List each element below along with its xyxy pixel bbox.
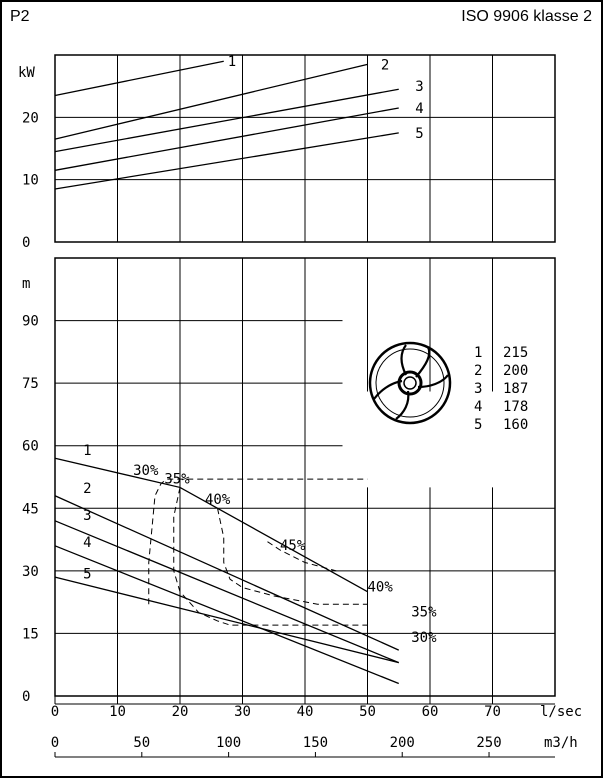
head-curve-label: 5 [83,566,91,582]
power-curve-labels: 1 2 3 4 5 [228,54,424,142]
x-axis-m3h-tick-label: 250 [476,735,501,751]
impeller-legend-value: 178 [503,399,528,415]
header-left: P2 [10,8,30,25]
head-curve-label: 1 [83,443,91,459]
x-axis-m3h-tick-label: 0 [51,735,59,751]
x-axis-lsec-tick-label: 20 [172,704,189,720]
power-curve-label: 4 [415,101,423,117]
head-y-tick-label: 30 [22,564,39,580]
efficiency-label: 40% [368,580,394,596]
head-curve-2 [54,495,400,651]
impeller-legend-value: 160 [503,417,528,433]
efficiency-labels: 30% 35% 40% 45% 40% 35% 30% [133,463,437,646]
head-curve-label: 4 [83,535,91,551]
head-y-tick-label: 15 [22,626,39,642]
head-curve-1 [54,457,368,593]
efficiency-label: 35% [411,605,437,621]
impeller-legend-value: 215 [503,345,528,361]
power-curve-4 [54,107,399,171]
x-axis-lsec-tick-label: 40 [297,704,314,720]
efficiency-label: 30% [133,463,159,479]
x-axis-m3h-label: m3/h [544,735,578,751]
power-curve-label: 1 [228,54,236,70]
head-y-tick-label: 75 [22,376,39,392]
impeller-icon [368,341,452,425]
power-curve-1 [54,60,224,97]
power-series [54,60,399,190]
impeller-legend-id: 2 [474,363,482,379]
x-axis-lsec-tick-label: 60 [422,704,439,720]
head-y-ticks: 0 15 30 45 60 75 90 [22,314,39,705]
head-curve-5 [54,576,399,664]
efficiency-label: 30% [411,630,437,646]
power-curve-5 [54,132,399,190]
x-axis-lsec-label: l/sec [540,704,582,720]
head-curve-label: 3 [83,508,91,524]
efficiency-contour [148,478,368,605]
impeller-legend: 1 215 2 200 3 187 4 178 5 160 [474,345,528,433]
impeller-legend-id: 5 [474,417,482,433]
power-curve-label: 5 [415,126,423,142]
power-y-ticks: 0 10 20 [22,110,39,251]
head-y-tick-label: 60 [22,439,39,455]
head-y-axis-label: m [22,276,30,292]
head-series [54,457,400,685]
x-axis-m3h-tick-label: 200 [390,735,415,751]
head-curve-4 [54,545,399,685]
head-y-tick-label: 45 [22,501,39,517]
power-panel: 0 10 20 kW 1 2 3 4 5 [18,54,556,251]
head-curve-labels: 1 2 3 4 5 [83,443,91,582]
power-y-tick-label: 20 [22,110,39,126]
efficiency-contour [173,487,368,626]
power-y-tick-label: 10 [22,173,39,189]
power-y-tick-label: 0 [22,235,30,251]
efficiency-label: 35% [164,471,190,487]
impeller-legend-id: 1 [474,345,482,361]
x-axis-lsec-tick-label: 70 [484,704,501,720]
efficiency-label: 40% [205,492,231,508]
x-axis-lsec-tick-label: 30 [234,704,251,720]
impeller-legend-value: 187 [503,381,528,397]
power-curve-label: 2 [381,57,389,73]
x-axis-m3h-tick-label: 150 [303,735,328,751]
power-curve-2 [54,63,368,140]
x-axis-lsec-tick-label: 10 [109,704,126,720]
efficiency-label: 45% [280,538,306,554]
legend-mask [338,300,554,470]
head-curve-label: 2 [83,481,91,497]
x-axis-m3h-tick-label: 100 [216,735,241,751]
impeller-legend-id: 4 [474,399,482,415]
x-axis-m3h-tick-label: 50 [133,735,150,751]
efficiency-contour [217,508,368,605]
x-axis-m3h: 0 50 100 150 200 250 [51,735,555,758]
power-curve-3 [54,88,399,153]
efficiency-contours [148,478,368,626]
impeller-legend-value: 200 [503,363,528,379]
head-y-tick-label: 0 [22,689,30,705]
impeller-legend-id: 3 [474,381,482,397]
header-right: ISO 9906 klasse 2 [461,8,592,25]
x-axis-lsec-tick-label: 0 [51,704,59,720]
x-axis-lsec-tick-label: 50 [359,704,376,720]
head-y-tick-label: 90 [22,314,39,330]
head-curve-3 [54,520,399,664]
power-curve-label: 3 [415,79,423,95]
power-y-axis-label: kW [18,65,35,81]
x-axis-lsec: 0 10 20 30 40 50 60 70 [51,696,555,720]
